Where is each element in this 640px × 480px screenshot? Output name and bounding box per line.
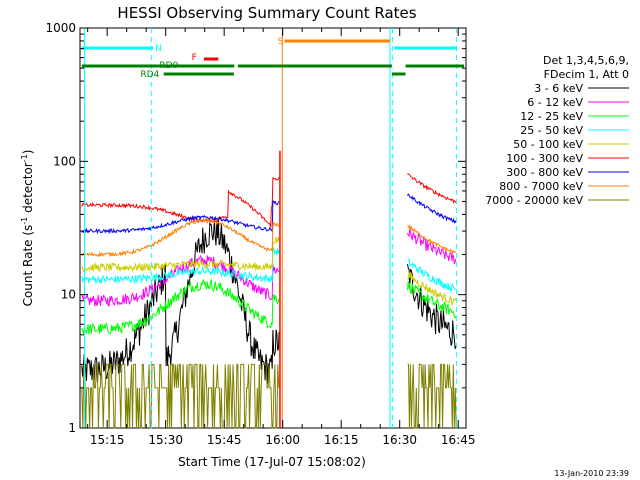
legend-entry-label: 3 - 6 keV — [534, 82, 583, 95]
legend-entry-label: 6 - 12 keV — [527, 96, 583, 109]
series-line-3-segment-2 — [407, 281, 457, 319]
series-line-5-segment-2 — [407, 271, 457, 306]
x-tick-label: 16:45 — [441, 433, 476, 447]
legend-entry-label: 800 - 7000 keV — [499, 180, 583, 193]
series-line-6-segment-1 — [81, 176, 280, 228]
legend-entry-label: 50 - 100 keV — [513, 138, 583, 151]
x-tick-label: 15:45 — [207, 433, 242, 447]
legend-entry-label: 12 - 25 keV — [520, 110, 583, 123]
x-tick-label: 15:30 — [148, 433, 183, 447]
legend-entry-label: 100 - 300 keV — [506, 152, 583, 165]
y-tick-label: 1000 — [45, 21, 76, 35]
axis-layer: 1 10 100 1000 15:15 15:30 15:45 16:00 16:15 16:30… — [45, 21, 475, 447]
y-tick-label: 10 — [61, 288, 76, 302]
x-tick-label: 16:00 — [265, 433, 300, 447]
chart-title: HESSI Observing Summary Count Rates — [117, 4, 416, 22]
series-line-7-segment-2 — [407, 193, 457, 224]
series-line-9-segment-2 — [407, 363, 457, 429]
legend-entry-label: 7000 - 20000 keV — [485, 194, 583, 207]
y-tick-label: 1 — [68, 421, 76, 435]
y-axis-label: Count Rate (s-1 detector-1) — [20, 150, 35, 307]
series-line-2-segment-1 — [81, 254, 280, 307]
series-line-8-segment-1 — [81, 217, 280, 258]
series-line-6-segment-2 — [407, 172, 457, 204]
series-line-7-segment-1 — [81, 200, 280, 235]
series-line-1-segment-1 — [81, 217, 280, 384]
flag-label-rd4: RD4 — [140, 70, 159, 80]
series-line-1-segment-2 — [407, 263, 457, 350]
x-tick-label: 15:15 — [90, 433, 125, 447]
x-axis-label: Start Time (17-Jul-07 15:08:02) — [178, 455, 366, 469]
y-tick-label: 100 — [53, 154, 76, 168]
series-line-4-segment-2 — [407, 258, 456, 293]
series-line-2-segment-2 — [407, 228, 457, 265]
series-line-8-segment-2 — [407, 224, 457, 255]
legend-entry-label: 25 - 50 keV — [520, 124, 583, 137]
series-line-4-segment-1 — [81, 247, 280, 285]
flag-label-rd0: RD0 — [159, 61, 178, 71]
x-tick-label: 16:15 — [324, 433, 359, 447]
series-line-5-segment-1 — [81, 236, 280, 273]
legend-header-2: FDecim 1, Att 0 — [544, 68, 629, 81]
legend-entry-label: 300 - 800 keV — [506, 166, 583, 179]
flag-label-s: S — [278, 37, 284, 47]
legend-header-1: Det 1,3,4,5,6,9, — [543, 54, 629, 67]
series-line-9-segment-1 — [81, 363, 280, 429]
timestamp-stamp: 13-Jan-2010 23:39 — [554, 469, 629, 478]
x-tick-label: 16:30 — [382, 433, 417, 447]
flag-label-f: F — [192, 53, 197, 63]
flag-label-n: N — [155, 44, 162, 54]
series-layer — [81, 150, 457, 429]
series-line-3-segment-1 — [81, 278, 280, 335]
